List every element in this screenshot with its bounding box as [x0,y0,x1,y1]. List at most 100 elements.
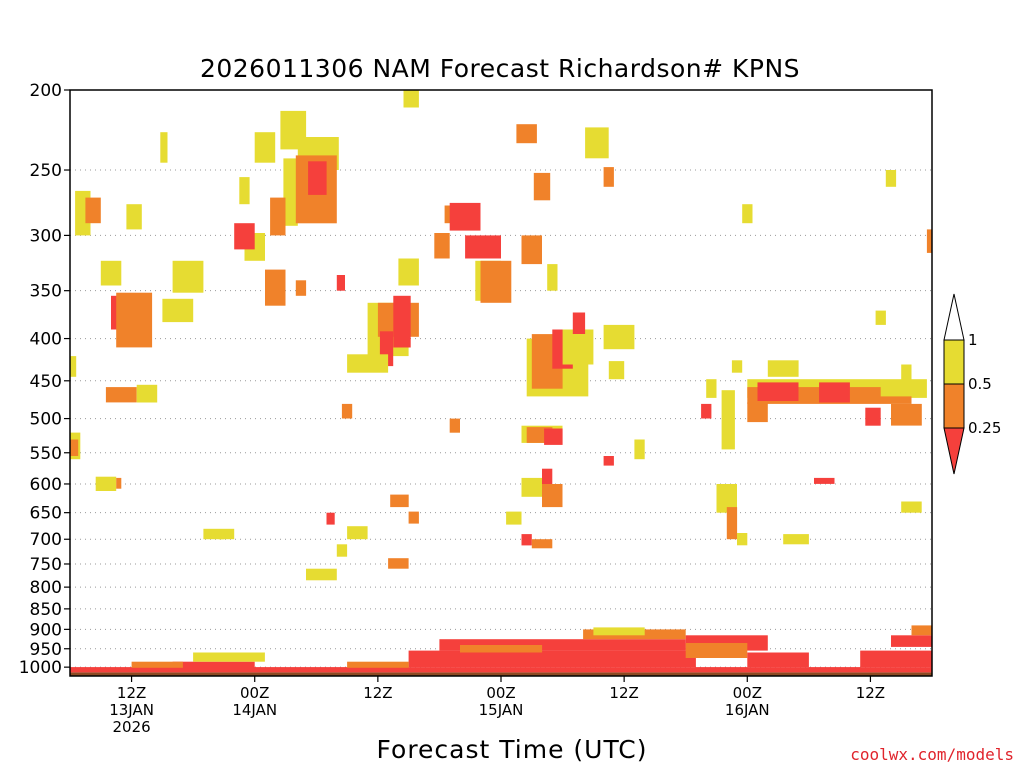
ri-cell-63 [706,379,717,398]
ri-cell-97 [341,403,353,419]
ri-cell-64 [701,403,712,419]
ri-cell-32 [516,124,537,144]
ri-cell-21 [393,295,411,348]
ri-cell-51 [390,494,409,508]
ri-cell-30 [480,260,512,303]
ri-cell-94 [742,204,753,224]
ri-cell-67 [737,533,748,546]
ri-cell-61 [218,534,224,540]
ri-cell-55 [336,544,348,557]
ri-band-10 [891,635,932,647]
ri-cell-88 [126,204,142,230]
ri-band-12 [172,661,255,669]
ri-cell-76 [731,360,743,373]
ri-band-9 [860,650,932,668]
ri-cell-84 [70,439,79,456]
ytick-label-250: 250 [30,161,62,181]
legend-swatch-high [943,339,965,385]
ri-cell-12 [105,387,137,403]
ri-cell-96 [875,310,886,325]
ri-cell-60 [116,477,122,489]
x-axis-label: Forecast Time (UTC) [377,735,648,764]
ri-cell-23 [347,354,389,373]
legend-label-1: 1 [968,331,978,349]
ri-cell-24 [398,258,419,286]
xtick-label-5-0: 00Z [733,684,762,702]
ri-cell-56 [388,558,409,569]
ytick-label-850: 850 [30,600,62,620]
xtick-label-4-0: 12Z [609,684,638,702]
ri-cell-81 [901,501,922,513]
ytick-label-700: 700 [30,530,62,550]
ri-band-15 [347,661,409,668]
ri-cell-93 [239,177,250,205]
ytick-label-800: 800 [30,578,62,598]
ri-cell-0 [254,132,276,163]
legend-swatch-mid [943,383,965,429]
ri-cell-75 [767,360,799,377]
ytick-label-900: 900 [30,620,62,640]
legend-label-0-5: 0.5 [968,375,992,393]
ground-fill [70,672,932,676]
ri-cell-40 [603,324,635,350]
ri-cell-18 [336,275,345,291]
ri-cell-13 [136,384,158,403]
xtick-label-3-1: 15JAN [479,701,524,719]
xtick-label-2-0: 12Z [363,684,392,702]
ri-cell-91 [603,167,614,187]
ri-cell-70 [757,382,799,401]
ri-cell-15 [162,298,194,323]
ri-cell-62 [721,390,735,450]
ri-cell-52 [408,511,419,524]
xtick-label-1-0: 00Z [240,684,269,702]
ytick-label-600: 600 [30,475,62,495]
ri-cell-95 [885,170,897,187]
ri-band-11 [911,625,932,636]
ri-band-3 [460,645,543,653]
ytick-label-350: 350 [30,282,62,302]
ytick-label-450: 450 [30,372,62,392]
legend-colorbar: 1 0.5 0.25 [943,293,1001,475]
ri-cell-14 [172,260,204,293]
ri-cell-39 [572,312,586,334]
ri-cell-45 [542,468,553,492]
ri-cell-98 [449,418,460,433]
ytick-label-550: 550 [30,444,62,464]
ytick-label-300: 300 [30,226,62,246]
ri-cell-44 [544,428,563,445]
ri-cell-90 [585,127,609,159]
ri-cell-33 [533,172,551,201]
xtick-label-0-1: 13JAN [109,701,154,719]
ri-cell-79 [814,477,835,484]
xtick-label-1-1: 14JAN [232,701,277,719]
ri-cell-73 [747,402,768,423]
ri-cell-28 [465,235,501,259]
ri-cell-2 [283,158,298,226]
ri-band-2 [439,639,686,651]
ytick-label-750: 750 [30,555,62,575]
ri-cell-31 [521,235,542,265]
ri-band-14 [131,661,183,668]
ri-cell-10 [116,292,153,348]
xtick-label-3-0: 00Z [486,684,515,702]
ri-cell-65 [716,484,737,513]
ri-cell-92 [160,132,168,163]
ri-cell-72 [865,407,881,426]
xtick-label-6-0: 12Z [856,684,885,702]
ri-cell-74 [891,403,922,426]
ri-cell-34 [547,264,558,291]
ri-cell-71 [819,382,850,403]
ri-cell-50 [531,539,553,549]
ri-cell-48 [506,511,522,525]
ytick-label-950: 950 [30,640,62,660]
ri-cell-85 [70,356,77,377]
ytick-label-400: 400 [30,330,62,350]
richardson-cells [70,90,932,673]
ri-cell-100 [603,456,614,466]
ytick-label-1000: 1000 [19,658,62,678]
chart-title: 2026011306 NAM Forecast Richardson# KPNS [200,54,800,83]
legend-arrow-low [943,427,965,475]
ri-cell-38 [562,329,594,365]
